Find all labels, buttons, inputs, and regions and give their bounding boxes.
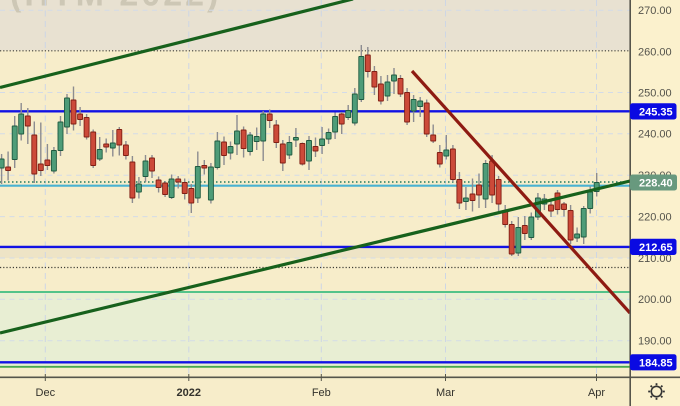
svg-text:2022: 2022	[177, 387, 201, 399]
svg-text:220.00: 220.00	[638, 211, 672, 223]
svg-text:Mar: Mar	[436, 387, 455, 399]
svg-text:Apr: Apr	[588, 387, 605, 399]
svg-text:260.00: 260.00	[638, 46, 672, 58]
svg-text:212.65: 212.65	[639, 242, 673, 254]
svg-text:245.35: 245.35	[639, 106, 673, 118]
svg-text:184.85: 184.85	[639, 357, 673, 369]
svg-text:250.00: 250.00	[638, 87, 672, 99]
svg-text:210.00: 210.00	[638, 253, 672, 265]
svg-text:200.00: 200.00	[638, 294, 672, 306]
svg-text:Dec: Dec	[36, 387, 56, 399]
svg-text:(HTM 2022): (HTM 2022)	[10, 0, 221, 14]
svg-text:190.00: 190.00	[638, 336, 672, 348]
svg-text:228.40: 228.40	[639, 178, 673, 190]
svg-text:240.00: 240.00	[638, 129, 672, 141]
svg-text:Feb: Feb	[312, 387, 331, 399]
svg-text:270.00: 270.00	[638, 5, 672, 17]
